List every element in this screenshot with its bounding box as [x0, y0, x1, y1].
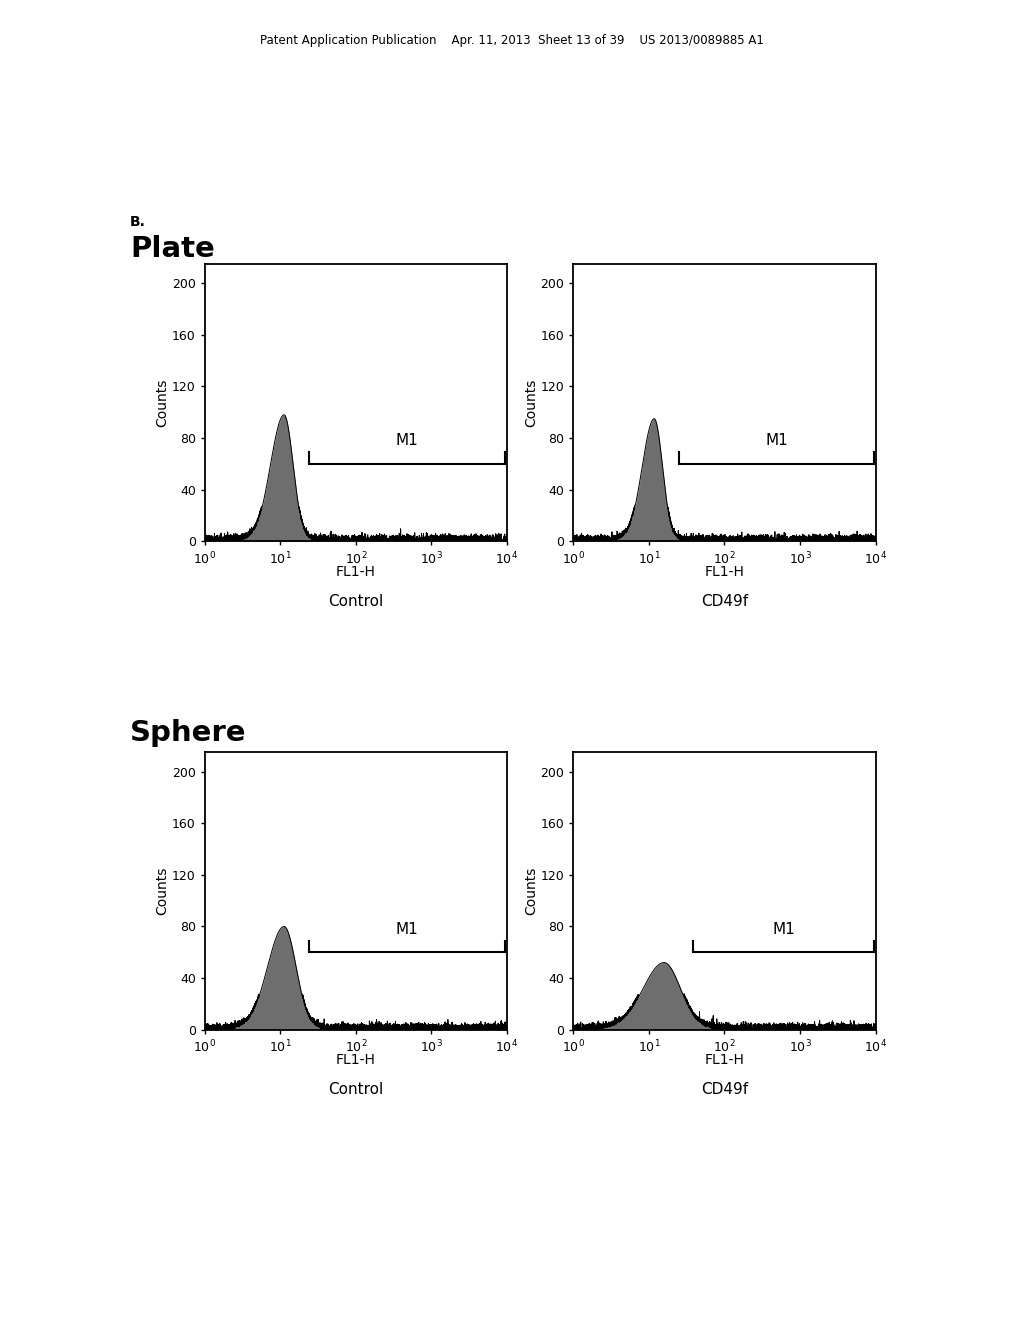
Text: FL1-H: FL1-H: [705, 1053, 744, 1068]
Y-axis label: Counts: Counts: [155, 867, 169, 915]
Text: FL1-H: FL1-H: [336, 565, 376, 579]
Text: M1: M1: [772, 921, 795, 937]
Text: CD49f: CD49f: [700, 1082, 749, 1097]
Text: CD49f: CD49f: [700, 594, 749, 609]
Text: Patent Application Publication    Apr. 11, 2013  Sheet 13 of 39    US 2013/00898: Patent Application Publication Apr. 11, …: [260, 34, 764, 48]
Y-axis label: Counts: Counts: [155, 379, 169, 426]
Text: Control: Control: [329, 594, 383, 609]
Text: FL1-H: FL1-H: [336, 1053, 376, 1068]
Text: M1: M1: [396, 921, 419, 937]
Text: Plate: Plate: [130, 235, 215, 263]
Text: B.: B.: [130, 215, 146, 230]
Text: M1: M1: [765, 433, 787, 449]
Y-axis label: Counts: Counts: [523, 867, 538, 915]
Text: Control: Control: [329, 1082, 383, 1097]
Text: M1: M1: [396, 433, 419, 449]
Y-axis label: Counts: Counts: [523, 379, 538, 426]
Text: FL1-H: FL1-H: [705, 565, 744, 579]
Text: Sphere: Sphere: [130, 719, 247, 747]
